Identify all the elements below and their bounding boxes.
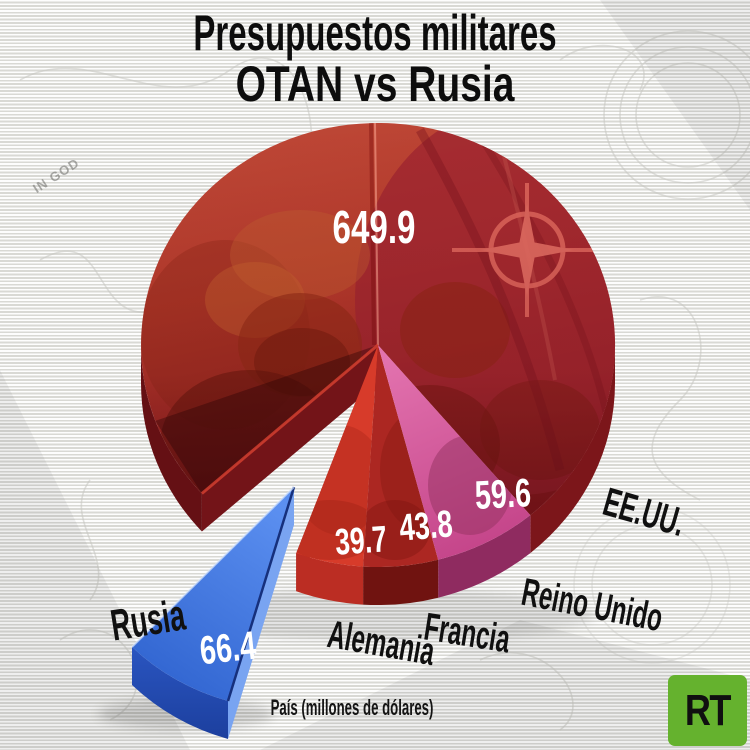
slice-usa-cut-wall <box>201 345 378 532</box>
pie-shadow <box>165 589 595 641</box>
value-label-francia: 43.8 <box>397 503 455 550</box>
slice-rusia-face <box>132 487 294 701</box>
chart-title-line1: Presupuestos militares <box>193 5 557 61</box>
slice-francia-rim <box>363 559 439 606</box>
axis-note: País (millones de dólares) <box>270 695 434 720</box>
value-label-usa: 649.9 <box>332 201 416 253</box>
rt-logo-text: RT <box>685 685 731 735</box>
dollar-engraving-texture <box>19 30 750 731</box>
chart-title-line2: OTAN vs Rusia <box>235 56 515 112</box>
slice-usa <box>141 122 616 516</box>
value-label-uk: 59.6 <box>473 471 533 518</box>
slice-uk-rim <box>438 515 531 598</box>
rt-logo: RT <box>668 675 747 746</box>
slice-rusia-side <box>228 487 294 739</box>
slice-rusia-wall <box>132 647 228 739</box>
slice-usa-rim-right <box>530 345 616 554</box>
slice-alemania-rim <box>296 553 364 605</box>
slice-usa-rim-left <box>141 345 202 532</box>
value-label-alemania: 39.7 <box>333 518 389 563</box>
slice-rusia <box>131 486 296 739</box>
